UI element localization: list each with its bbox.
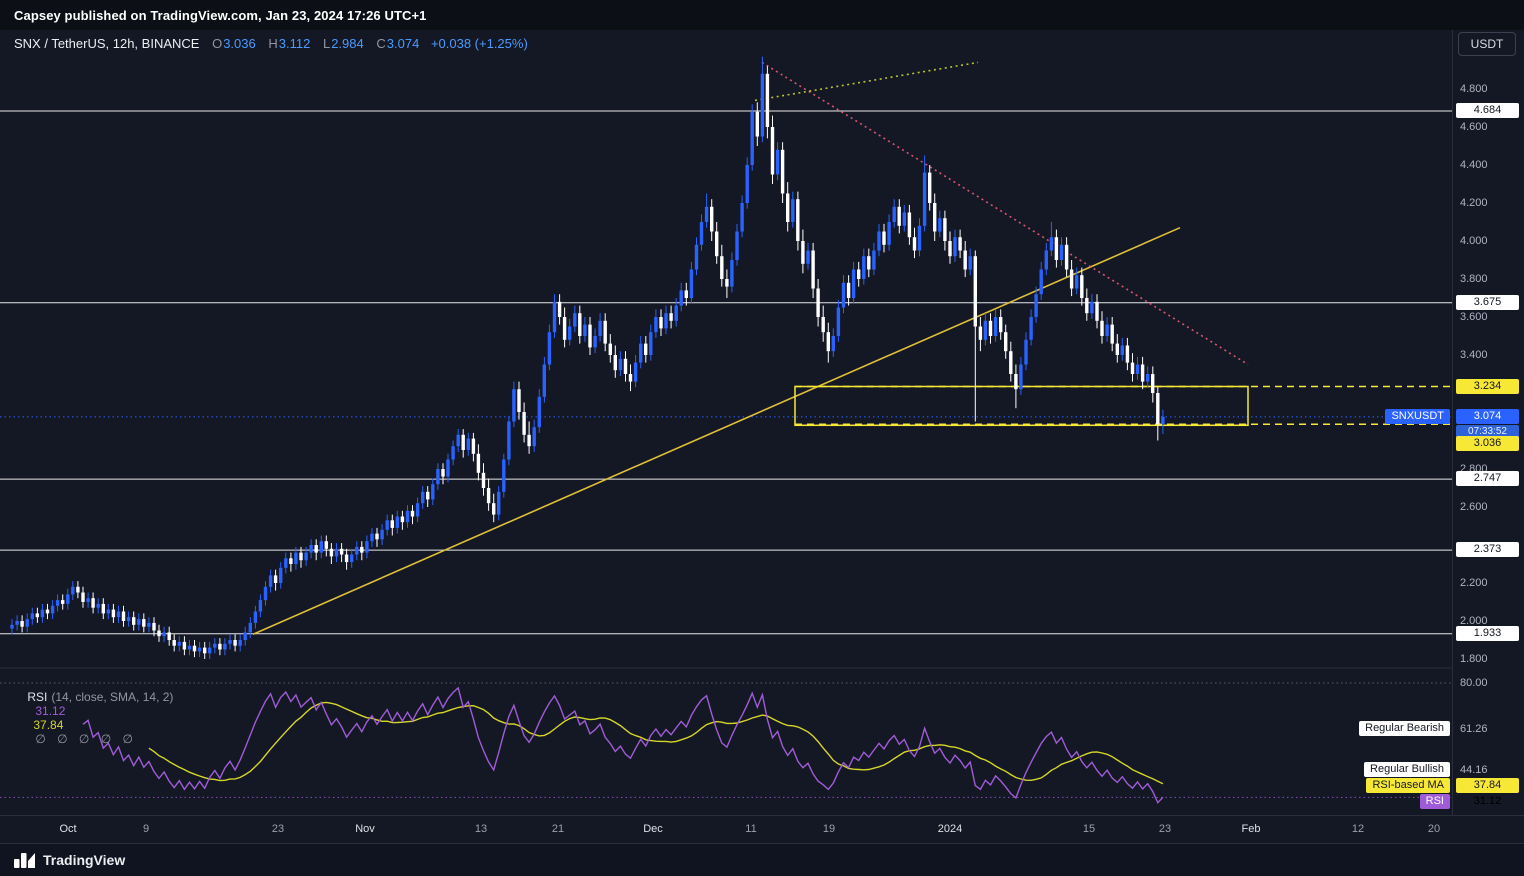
price-tick: 2.600 — [1460, 501, 1488, 513]
rsi-hidden-band-values: ∅ ∅ ∅ ∅ ∅ — [35, 732, 137, 746]
rsi-ma-current-value: 37.84 — [33, 718, 64, 732]
time-axis-label: 11 — [745, 823, 757, 835]
chart-canvas[interactable] — [0, 0, 1452, 815]
close-label: C — [376, 36, 386, 51]
time-axis-label: 19 — [822, 823, 836, 835]
open-value: 3.036 — [223, 36, 256, 51]
symbol-title[interactable]: SNX / TetherUS, 12h, BINANCE — [14, 36, 200, 51]
time-axis-label: 15 — [1082, 823, 1096, 835]
time-axis-label: Dec — [643, 823, 663, 835]
time-axis[interactable]: Oct 9 23 Nov 13 21 Dec 11 19 2024 15 23 Feb 12 20 — [0, 815, 1524, 844]
level-label-2747: 2.747 — [1456, 471, 1519, 487]
price-pane[interactable] — [0, 56, 1452, 659]
rsi-axis-tick: 44.16 — [1460, 764, 1488, 777]
symbol-header: SNX / TetherUS, 12h, BINANCE O3.036 H3.1… — [14, 36, 528, 51]
tradingview-logo-icon[interactable] — [14, 852, 35, 868]
level-label-3675: 3.675 — [1456, 294, 1519, 310]
rsi-line — [82, 686, 1164, 804]
rsi-current-value: 31.12 — [35, 704, 66, 718]
time-axis-label: 20 — [1427, 823, 1441, 835]
zone-bottom-label: 3.036 — [1456, 436, 1519, 452]
price-tick: 2.000 — [1460, 615, 1488, 627]
high-label: H — [268, 36, 278, 51]
level-label-2373: 2.373 — [1456, 542, 1519, 558]
close-value: 3.074 — [386, 36, 420, 51]
price-tick: 1.800 — [1460, 653, 1488, 665]
time-axis-label: 12 — [1351, 823, 1365, 835]
change-value: +0.038 (+1.25%) — [430, 36, 528, 51]
time-axis-label: 23 — [271, 823, 285, 835]
price-tick: 3.400 — [1460, 349, 1488, 361]
rsi-value-label: 31.12 — [1473, 795, 1502, 808]
open-label: O — [212, 36, 223, 51]
level-label-1933: 1.933 — [1456, 625, 1519, 641]
time-axis-label: 23 — [1158, 823, 1172, 835]
price-tick: 4.000 — [1460, 235, 1488, 247]
price-tick: 4.800 — [1460, 83, 1488, 95]
time-axis-label: 13 — [474, 823, 488, 835]
price-tick: 3.800 — [1460, 273, 1488, 285]
time-axis-label: 9 — [142, 823, 150, 835]
rsi-ma-value-label: 37.84 — [1456, 777, 1519, 793]
price-tick: 4.200 — [1460, 197, 1488, 209]
currency-toggle-button[interactable]: USDT — [1458, 32, 1516, 56]
rsi-pane[interactable] — [0, 682, 1452, 804]
rsi-axis-tick: 80.00 — [1460, 677, 1488, 689]
bar-countdown-label: 07:33:52 — [1456, 424, 1519, 438]
footer-bar: TradingView — [0, 843, 1524, 876]
zone-top-label: 3.234 — [1456, 378, 1519, 394]
low-label: L — [322, 36, 331, 51]
time-axis-label: Feb — [1241, 823, 1261, 835]
time-axis-label: Nov — [355, 823, 375, 835]
last-price-label: 3.074 — [1456, 408, 1519, 424]
attribution-text: Capsey published on TradingView.com, Jan… — [14, 7, 427, 23]
level-label-4684: 4.684 — [1456, 103, 1519, 119]
price-tick: 2.200 — [1460, 577, 1488, 589]
high-value: 3.112 — [278, 36, 311, 51]
rsi-ma-line — [148, 701, 1164, 785]
rsi-title[interactable]: RSI — [27, 690, 48, 704]
support-zone-box — [794, 385, 1249, 427]
attribution-bar: Capsey published on TradingView.com, Jan… — [0, 0, 1524, 30]
price-tick: 4.600 — [1460, 121, 1488, 133]
rsi-indicator-header[interactable]: RSI (14, close, SMA, 14, 2) 31.12 37.84 ∅… — [14, 676, 173, 760]
time-axis-label: 2024 — [937, 823, 963, 835]
rsi-axis-tick: 61.26 — [1460, 722, 1488, 735]
time-axis-label: Oct — [59, 823, 77, 835]
tradingview-brand[interactable]: TradingView — [43, 852, 126, 868]
price-axis[interactable]: USDT 4.800 4.600 4.400 4.200 4.000 3.800 3.600… — [1452, 0, 1524, 815]
time-axis-label: 21 — [551, 823, 565, 835]
low-value: 2.984 — [331, 36, 364, 51]
rsi-params: (14, close, SMA, 14, 2) — [51, 690, 174, 704]
price-tick: 3.600 — [1460, 311, 1488, 323]
price-tick: 4.400 — [1460, 159, 1488, 171]
